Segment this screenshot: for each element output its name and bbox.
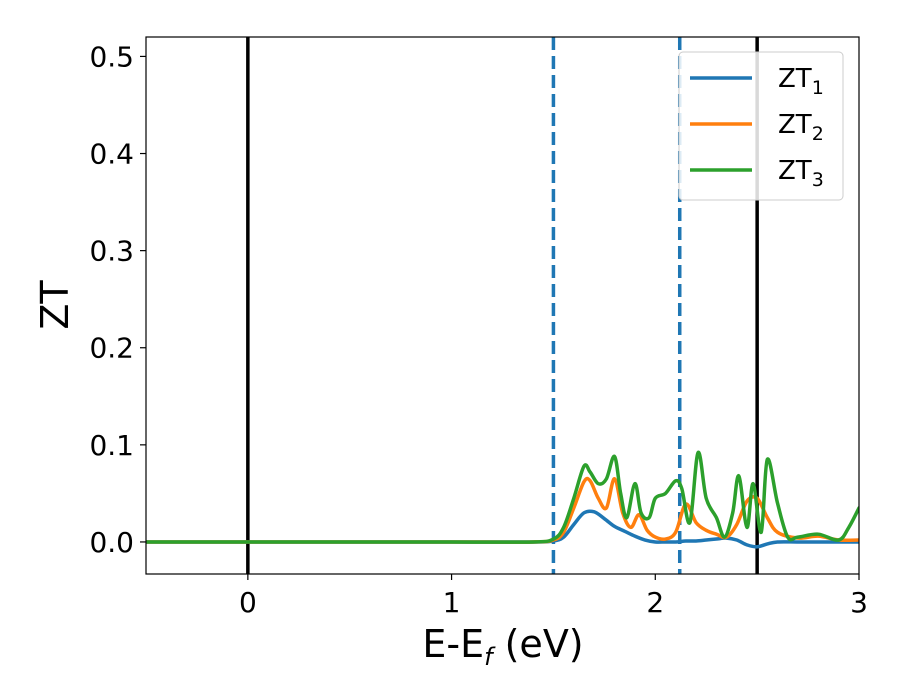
series-line-3 — [146, 450, 859, 544]
x-tick-label-0: 0 — [239, 586, 257, 619]
legend-box — [678, 51, 844, 201]
y-tick-label-4: 0.4 — [89, 138, 134, 171]
x-axis-label-base: E-E — [422, 622, 484, 666]
plot-frame — [145, 36, 860, 575]
y-tick-label-1: 0.1 — [89, 429, 134, 462]
x-axis-label: E-Ef (eV) — [422, 622, 583, 671]
x-tick-label-2: 2 — [646, 586, 664, 619]
legend: ZT1 ZT2 ZT3 — [678, 51, 844, 201]
legend-label-3: ZT3 — [778, 156, 824, 191]
x-axis-ticks: 0 1 2 3 — [239, 574, 868, 619]
x-axis-label-suffix: (eV) — [493, 622, 584, 666]
x-tick-label-1: 1 — [443, 586, 461, 619]
series-group — [146, 450, 859, 549]
y-axis-ticks: 0.0 0.1 0.2 0.3 0.4 0.5 — [89, 40, 146, 559]
y-axis-label: ZT — [33, 280, 77, 330]
x-tick-label-3: 3 — [850, 586, 868, 619]
y-tick-label-3: 0.3 — [89, 235, 134, 268]
y-tick-label-5: 0.5 — [89, 40, 134, 73]
legend-label-1: ZT1 — [778, 64, 824, 99]
y-tick-label-2: 0.2 — [89, 332, 134, 365]
legend-label-2: ZT2 — [778, 110, 824, 145]
y-tick-label-0: 0.0 — [89, 526, 134, 559]
